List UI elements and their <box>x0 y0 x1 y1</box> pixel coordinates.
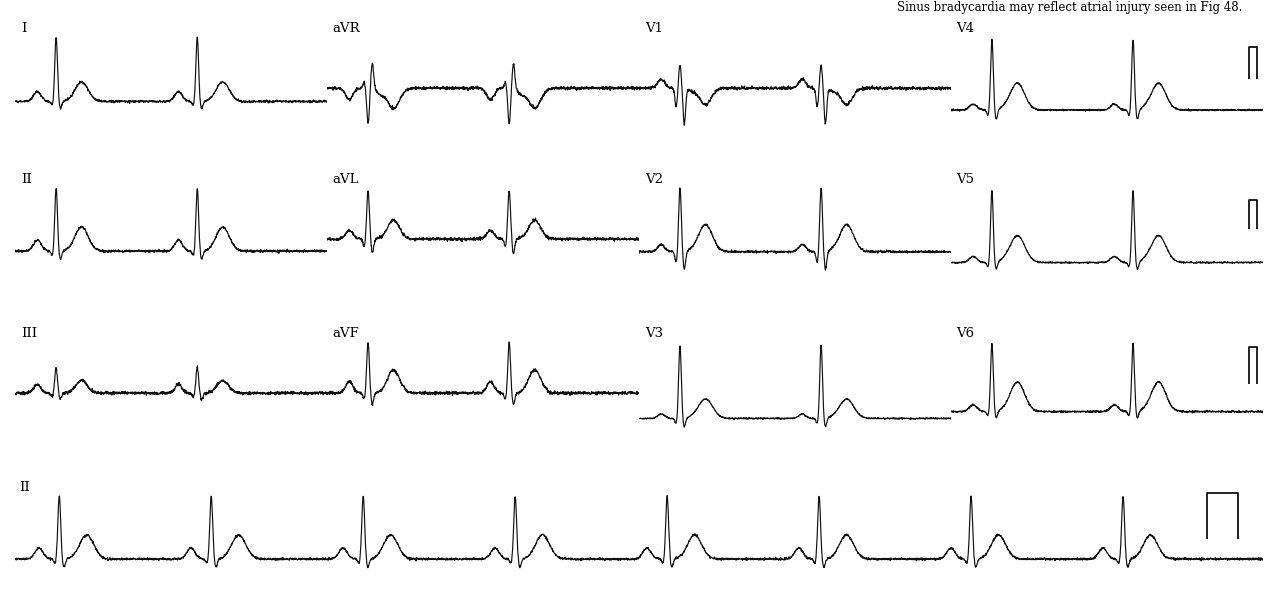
Text: V3: V3 <box>644 327 663 340</box>
Text: V2: V2 <box>644 173 663 186</box>
Text: Sinus bradycardia may reflect atrial injury seen in Fig 48.: Sinus bradycardia may reflect atrial inj… <box>898 1 1243 14</box>
Text: V4: V4 <box>956 22 975 35</box>
Text: aVR: aVR <box>332 22 360 35</box>
Text: aVL: aVL <box>332 173 359 186</box>
Text: I: I <box>20 22 27 35</box>
Text: II: II <box>19 481 29 494</box>
Text: V5: V5 <box>956 173 975 186</box>
Text: V1: V1 <box>644 22 663 35</box>
Text: aVF: aVF <box>332 327 360 340</box>
Text: II: II <box>20 173 32 186</box>
Text: III: III <box>20 327 37 340</box>
Text: V6: V6 <box>956 327 975 340</box>
